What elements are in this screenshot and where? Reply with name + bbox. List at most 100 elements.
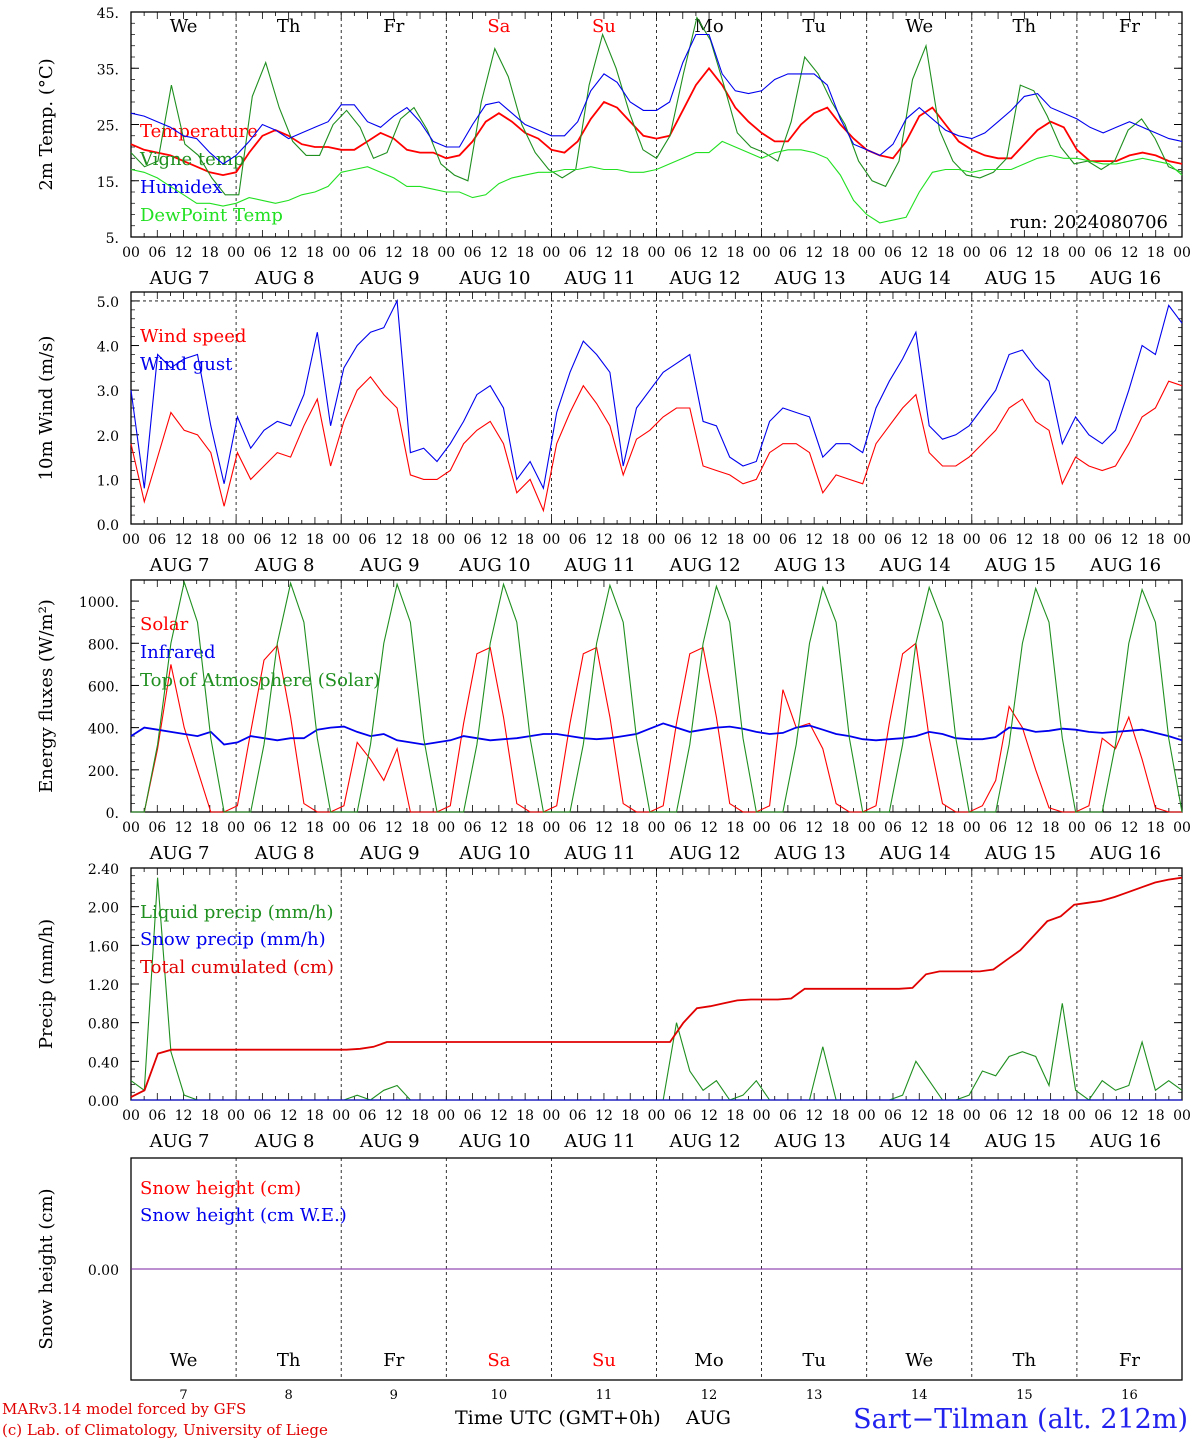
x-hour-label: 18 <box>1042 245 1060 261</box>
x-hour-label: 18 <box>306 532 324 548</box>
x-hour-label: 12 <box>280 820 298 836</box>
series-line-wind-gust <box>130 298 1183 491</box>
weekday-label: We <box>170 16 198 37</box>
legend-entry: Liquid precip (mm/h) <box>140 902 334 923</box>
x-hour-label: 18 <box>516 1108 534 1124</box>
x-hour-label: 00 <box>858 1108 876 1124</box>
weekday-label: Tu <box>802 1350 826 1371</box>
series-line-solar <box>131 642 1182 813</box>
y-tick-label: 0.40 <box>88 1055 119 1071</box>
x-hour-label: 12 <box>1015 532 1033 548</box>
x-date-label: AUG 12 <box>668 1131 740 1152</box>
x-hour-label: 18 <box>621 532 639 548</box>
x-hour-label: 00 <box>753 820 771 836</box>
y-tick-label: 4.0 <box>97 340 119 356</box>
x-hour-label: 00 <box>753 1108 771 1124</box>
y-tick-label: 800. <box>88 637 119 653</box>
x-hour-label: 18 <box>411 245 429 261</box>
x-hour-label: 00 <box>227 1108 245 1124</box>
x-hour-label: 00 <box>122 820 140 836</box>
station-name: Sart−Tilman (alt. 212m) <box>853 1404 1188 1435</box>
y-tick-label: 0.0 <box>97 518 119 534</box>
x-hour-label: 12 <box>175 245 193 261</box>
x-hour-label: 06 <box>884 1108 902 1124</box>
x-date-label: AUG 8 <box>254 268 315 289</box>
x-date-label: AUG 16 <box>1089 1131 1161 1152</box>
x-hour-label: 12 <box>805 245 823 261</box>
x-hour-label: 00 <box>753 532 771 548</box>
x-hour-label: 12 <box>280 532 298 548</box>
x-hour-label: 12 <box>1121 532 1139 548</box>
x-hour-label: 12 <box>1121 245 1139 261</box>
x-hour-label: 18 <box>516 820 534 836</box>
legend-entry: Wind gust <box>140 354 233 375</box>
x-hour-label: 18 <box>411 532 429 548</box>
y-tick-label: 1.20 <box>88 978 119 994</box>
x-hour-label: 06 <box>674 820 692 836</box>
x-hour-label: 00 <box>1173 245 1191 261</box>
legend-entry: Humidex <box>140 177 222 198</box>
weekday-label: Sa <box>487 16 510 37</box>
x-date-label: AUG 9 <box>359 1131 420 1152</box>
x-hour-label: 00 <box>1173 1108 1191 1124</box>
x-date-label: AUG 8 <box>254 843 315 864</box>
x-hour-label: 00 <box>437 1108 455 1124</box>
x-hour-label: 06 <box>989 820 1007 836</box>
x-hour-label: 00 <box>542 245 560 261</box>
x-hour-label: 12 <box>280 245 298 261</box>
weekday-label: Th <box>1013 16 1037 37</box>
x-hour-label: 18 <box>201 245 219 261</box>
x-hour-label: 12 <box>805 820 823 836</box>
panel-2: 0.0 1.0 2.0 3.0 4.0 5.0 10m Wind (m/s) 00 06 12 18… <box>36 291 1191 576</box>
x-hour-label: 18 <box>832 532 850 548</box>
day-number-label: 7 <box>179 1388 187 1403</box>
x-hour-label: 00 <box>1173 532 1191 548</box>
x-hour-label: 18 <box>201 1108 219 1124</box>
x-hour-label: 18 <box>937 245 955 261</box>
y-axis-label: Precip (mm/h) <box>36 919 57 1049</box>
x-date-label: AUG 15 <box>984 843 1056 864</box>
x-hour-label: 00 <box>437 245 455 261</box>
series-line-humidex <box>130 33 1183 165</box>
x-date-label: AUG 7 <box>149 555 210 576</box>
x-date-label: AUG 7 <box>149 268 210 289</box>
x-hour-label: 00 <box>437 532 455 548</box>
x-date-label: AUG 15 <box>984 268 1056 289</box>
x-hour-label: 06 <box>253 245 271 261</box>
x-hour-label: 06 <box>674 245 692 261</box>
x-hour-label: 00 <box>1068 532 1086 548</box>
x-hour-label: 06 <box>253 532 271 548</box>
x-hour-label: 12 <box>910 1108 928 1124</box>
chart-panels: 5. 15. 25. 35. 45. 2m Temp. (°C) 00 06 12 18 AUG 7… <box>36 6 1191 1403</box>
weekday-label: Th <box>277 16 301 37</box>
x-hour-label: 12 <box>175 1108 193 1124</box>
x-hour-label: 00 <box>542 532 560 548</box>
x-hour-label: 00 <box>1173 820 1191 836</box>
x-hour-label: 06 <box>779 820 797 836</box>
x-hour-label: 12 <box>700 245 718 261</box>
x-date-label: AUG 10 <box>458 555 530 576</box>
y-axis-label: Snow height (cm) <box>36 1188 57 1349</box>
x-hour-label: 18 <box>832 245 850 261</box>
day-number-label: 11 <box>596 1388 613 1403</box>
x-hour-label: 06 <box>779 1108 797 1124</box>
x-hour-label: 12 <box>595 245 613 261</box>
x-hour-label: 06 <box>359 820 377 836</box>
x-hour-label: 12 <box>805 1108 823 1124</box>
y-tick-label: 25. <box>97 119 119 135</box>
y-tick-label: 5. <box>106 231 119 247</box>
x-hour-label: 18 <box>1147 1108 1165 1124</box>
x-hour-label: 00 <box>332 820 350 836</box>
x-hour-label: 06 <box>884 245 902 261</box>
x-hour-label: 00 <box>1068 1108 1086 1124</box>
x-hour-label: 18 <box>726 245 744 261</box>
x-hour-label: 00 <box>332 1108 350 1124</box>
y-tick-label: 400. <box>88 722 119 738</box>
x-date-label: AUG 11 <box>563 555 635 576</box>
run-label: run: 2024080706 <box>1010 212 1168 233</box>
x-hour-label: 06 <box>674 532 692 548</box>
x-hour-label: 06 <box>148 245 166 261</box>
y-tick-label: 5.0 <box>97 295 119 311</box>
x-hour-label: 00 <box>858 820 876 836</box>
y-axis-label: 2m Temp. (°C) <box>36 58 57 190</box>
